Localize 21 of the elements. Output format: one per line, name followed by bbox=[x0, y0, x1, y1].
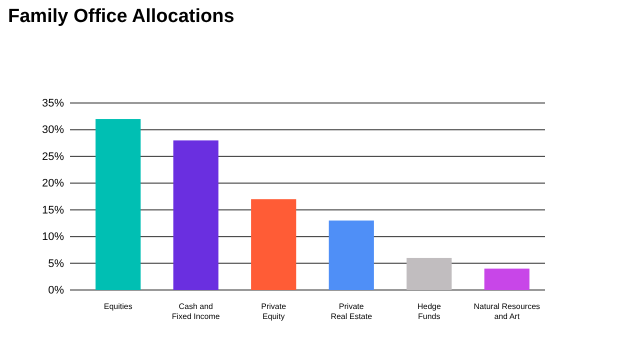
x-tick-label: Private Real Estate bbox=[330, 302, 373, 321]
x-tick-label: Natural Resources and Art bbox=[474, 302, 540, 321]
x-tick-label: Equities bbox=[104, 302, 132, 311]
y-tick-label: 0% bbox=[48, 284, 64, 297]
y-tick-label: 10% bbox=[42, 231, 64, 244]
bar bbox=[173, 140, 218, 290]
x-tick-label: Private Equity bbox=[261, 302, 287, 321]
y-tick-label: 20% bbox=[42, 178, 64, 190]
bar bbox=[96, 119, 141, 290]
bar bbox=[484, 268, 530, 290]
bar bbox=[328, 220, 374, 290]
y-tick-label: 5% bbox=[48, 258, 64, 270]
y-tick-label: 35% bbox=[42, 98, 64, 110]
x-tick-label: Hedge Funds bbox=[417, 302, 442, 321]
y-tick-label: 25% bbox=[42, 150, 64, 163]
y-tick-label: 30% bbox=[42, 124, 64, 136]
y-tick-label: 15% bbox=[42, 204, 64, 216]
x-tick-label: Cash and Fixed Income bbox=[172, 302, 220, 321]
bar bbox=[406, 258, 452, 290]
chart-title: Family Office Allocations bbox=[8, 6, 234, 27]
bar bbox=[251, 199, 296, 290]
